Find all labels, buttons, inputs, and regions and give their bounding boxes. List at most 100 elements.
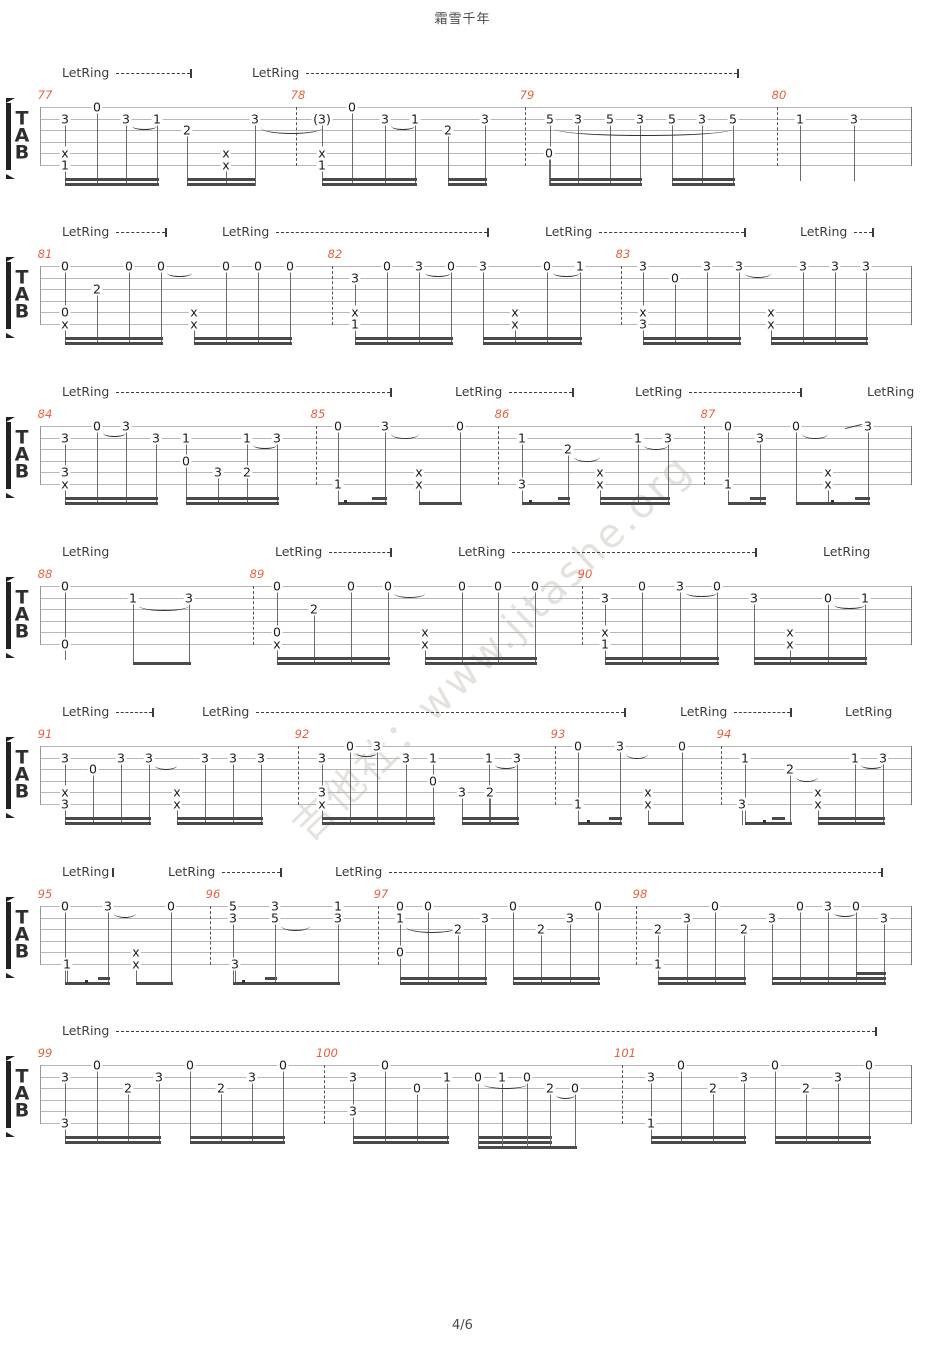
measure-number: 79	[519, 88, 535, 102]
note-stem	[855, 762, 857, 825]
beam-line	[353, 1141, 449, 1144]
note-stem	[351, 591, 353, 665]
note-stem	[385, 123, 387, 186]
fret-number: 3	[564, 910, 576, 926]
page-number: 4/6	[452, 1318, 473, 1333]
note-stem	[233, 762, 235, 825]
fret-number: x	[812, 796, 824, 812]
note-stem	[218, 477, 220, 505]
staff-line	[40, 632, 911, 634]
fret-number: 3	[413, 258, 425, 274]
fret-number: 5	[227, 898, 239, 914]
note-stem	[161, 271, 163, 345]
fret-number: x	[642, 784, 654, 800]
note-stem	[600, 477, 602, 505]
fret-number: 3	[766, 910, 778, 926]
letring-end-cap	[872, 228, 874, 237]
note-stem	[126, 123, 128, 186]
letring-label: LetRing	[275, 544, 323, 559]
fret-number: 0	[344, 738, 356, 754]
fret-number: 0	[284, 258, 296, 274]
slur-arc	[834, 909, 856, 917]
note-stem	[419, 271, 421, 345]
note-stem	[682, 751, 684, 825]
beam-line	[65, 183, 159, 186]
staff-line	[40, 644, 911, 645]
fret-number: 5	[544, 111, 556, 127]
fret-number: x	[509, 304, 521, 320]
measure-number: 86	[494, 407, 510, 421]
letring-end-cap	[487, 228, 489, 237]
fret-number: 1	[394, 910, 406, 926]
letring-label: LetRing	[202, 704, 250, 719]
fret-number: 1	[483, 750, 495, 766]
tab-clef-letter: T	[15, 426, 29, 449]
slur-arc	[425, 269, 451, 277]
beam-line	[648, 822, 684, 825]
letring-dashes	[389, 872, 881, 873]
note-stem	[865, 602, 867, 665]
beam-line	[186, 497, 279, 500]
note-stem	[338, 431, 340, 505]
measure-number: 78	[290, 88, 306, 102]
letring-dashes	[222, 872, 280, 873]
beam-line	[600, 502, 670, 505]
system-bracket	[6, 902, 11, 969]
note-stem	[620, 751, 622, 820]
fret-number: 1	[59, 157, 71, 173]
note-stem	[856, 911, 858, 975]
system-bracket-hook	[6, 257, 15, 262]
note-stem	[713, 1093, 715, 1144]
fret-number: 3	[848, 111, 860, 127]
fret-number: x	[171, 784, 183, 800]
note-stem	[578, 751, 580, 825]
note-stem	[226, 158, 228, 186]
note-stem	[447, 1081, 449, 1144]
fret-number: 0	[769, 1057, 781, 1073]
note-stem	[388, 591, 390, 665]
note-stem	[458, 934, 460, 985]
note-stem	[128, 1093, 130, 1144]
letring-end-cap	[800, 388, 802, 397]
fret-number: x	[171, 796, 183, 812]
note-stem	[419, 477, 421, 505]
note-stem	[610, 123, 612, 186]
fret-number: 3	[246, 1069, 258, 1085]
fret-number: 1	[516, 430, 528, 446]
rhythm-dot	[529, 500, 532, 503]
letring-end-cap	[875, 1027, 877, 1036]
note-stem	[235, 969, 237, 985]
fret-number: 1	[241, 430, 253, 446]
slur-arc	[132, 122, 157, 130]
fret-number: 3	[511, 750, 523, 766]
note-stem	[884, 922, 886, 975]
fret-number: 3	[614, 738, 626, 754]
fret-number: 3	[332, 910, 344, 926]
fret-number: 3	[572, 111, 584, 127]
staff-line	[40, 1123, 911, 1124]
fret-number: x	[316, 145, 328, 161]
slur-arc	[391, 122, 415, 130]
letring-label: LetRing	[62, 864, 110, 879]
fret-number: 1	[349, 316, 361, 332]
slur-arc	[495, 761, 517, 769]
fret-number: 3	[516, 476, 528, 492]
note-stem	[448, 135, 450, 186]
beam-line	[522, 502, 570, 505]
letring-end-cap	[390, 548, 392, 557]
fret-number: 0	[790, 418, 802, 434]
letring-label: LetRing	[252, 65, 300, 80]
fret-number: x	[271, 636, 283, 652]
fret-number: 0	[91, 418, 103, 434]
letring-label: LetRing	[62, 384, 110, 399]
fret-number: 3	[347, 1069, 359, 1085]
fret-number: 0	[794, 898, 806, 914]
fret-number: 0	[271, 578, 283, 594]
note-stem	[707, 271, 709, 345]
final-barline	[911, 107, 913, 166]
note-stem	[156, 442, 158, 505]
fret-number: 3	[153, 1069, 165, 1085]
staff-line	[40, 107, 911, 108]
fret-number: 2	[738, 921, 750, 937]
note-stem	[177, 797, 179, 825]
